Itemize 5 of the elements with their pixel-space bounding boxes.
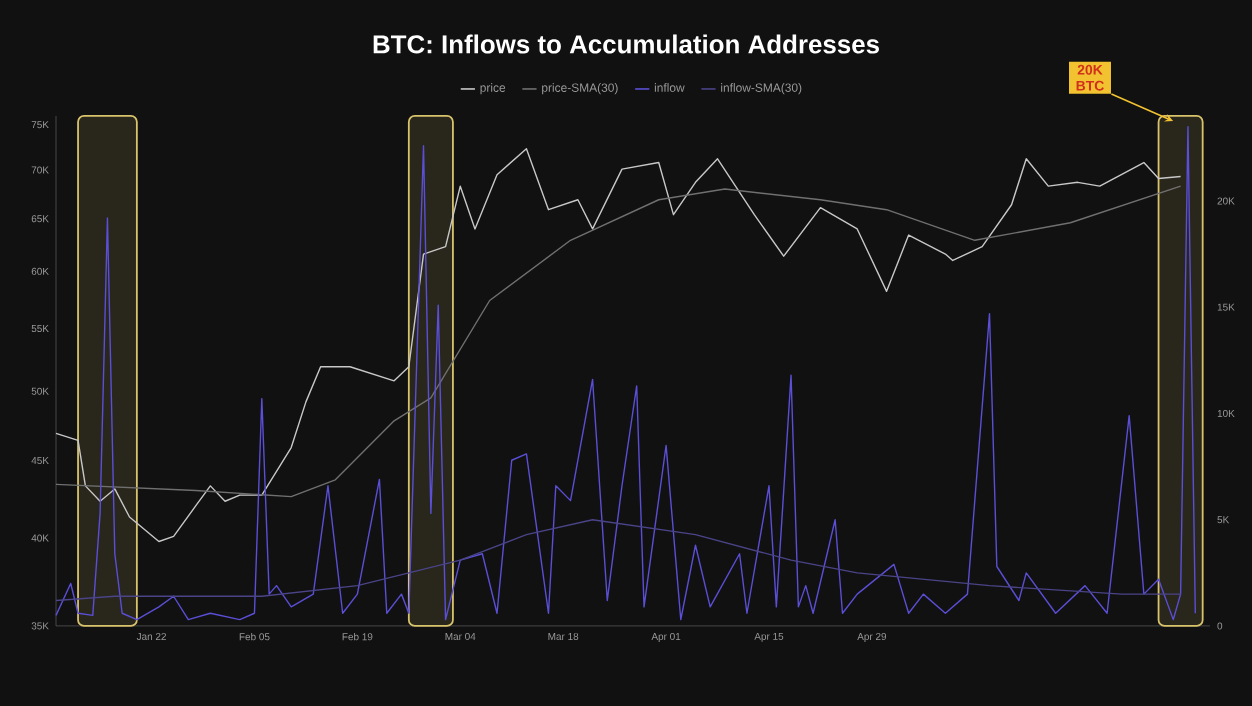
line-series <box>55 185 1182 498</box>
line-series <box>55 519 1182 602</box>
chart-title: BTC: Inflows to Accumulation Addresses <box>373 34 879 54</box>
line-series <box>55 148 1182 543</box>
line-series <box>55 125 1197 621</box>
